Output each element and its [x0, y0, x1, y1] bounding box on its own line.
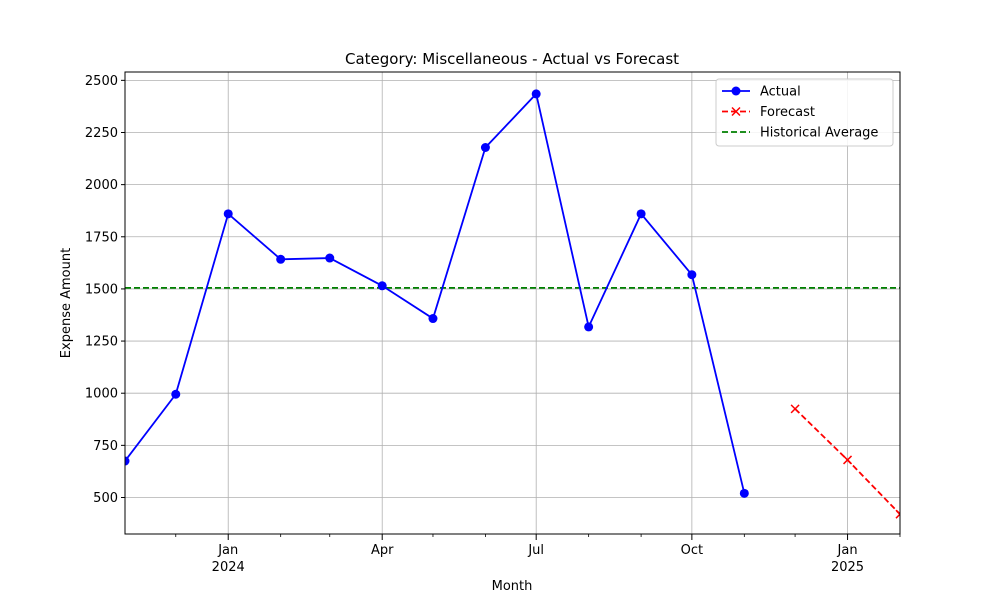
legend-marker-forecast-b — [731, 106, 741, 117]
legend-label-forecast: Forecast — [760, 105, 815, 120]
actual-point-12 — [739, 488, 749, 498]
actual-point-5 — [377, 281, 387, 291]
x-tick-label-2024-07-01: Jul — [527, 543, 544, 558]
y-axis-label: Expense Amount — [59, 248, 74, 358]
actual-point-7 — [480, 143, 490, 153]
y-tick-label-1750: 1750 — [85, 230, 118, 245]
chart-title: Category: Miscellaneous - Actual vs Fore… — [345, 50, 679, 68]
actual-point-8 — [531, 89, 541, 99]
plot-frame — [124, 71, 901, 535]
forecast-point-0 — [790, 404, 800, 414]
legend-marker-forecast — [731, 106, 741, 117]
actual-point-4 — [325, 253, 335, 263]
y-tick-label-1500: 1500 — [85, 282, 118, 297]
x-tick-label-2024-04-01: Apr — [371, 543, 394, 558]
x-tick-sublabel-2025-01-01: 2025 — [831, 560, 864, 575]
axes: 500 750 1000 1250 1500 1750 2000 2250 2500 Jan 202… — [85, 71, 901, 575]
x-tick-label-2024-01-01: Jan — [217, 543, 238, 558]
x-axis-label: Month — [492, 579, 533, 594]
actual-point-6 — [428, 314, 438, 324]
forecast-point-1-stroke-b — [843, 455, 853, 465]
legend-marker-actual — [731, 86, 741, 96]
forecast-point-2-stroke-a — [895, 509, 900, 516]
forecast-point-2-stroke-b — [895, 513, 900, 519]
legend-label-historical-average: Historical Average — [760, 126, 878, 141]
actual-point-0 — [125, 456, 130, 466]
actual-point-9 — [584, 322, 594, 332]
x-tick-label-2025-01-01: Jan — [837, 543, 858, 558]
legend: Actual Forecast Historical Average — [715, 78, 894, 147]
legend-box — [715, 78, 894, 147]
x-tick-label-2024-10-01: Oct — [681, 543, 703, 558]
actual-point-3 — [276, 254, 286, 264]
forecast-point-0-stroke-b — [790, 404, 800, 414]
legend-label-actual: Actual — [760, 85, 801, 100]
y-tick-label-1000: 1000 — [85, 387, 118, 402]
actual-point-1 — [171, 389, 181, 399]
actual-point-2 — [223, 209, 233, 219]
actual-point-11 — [687, 270, 697, 280]
y-tick-label-2000: 2000 — [85, 178, 118, 193]
forecast-point-2 — [895, 509, 900, 519]
actual-point-10 — [636, 209, 646, 219]
y-tick-label-1250: 1250 — [85, 335, 118, 350]
grid-lines — [125, 72, 900, 534]
forecast-point-1 — [843, 455, 853, 465]
y-tick-label-2500: 2500 — [85, 74, 118, 89]
series-layer — [125, 89, 900, 519]
y-tick-label-750: 750 — [93, 439, 118, 454]
y-tick-label-2250: 2250 — [85, 126, 118, 141]
y-tick-label-500: 500 — [93, 491, 118, 506]
x-tick-sublabel-2024-01-01: 2024 — [212, 560, 245, 575]
